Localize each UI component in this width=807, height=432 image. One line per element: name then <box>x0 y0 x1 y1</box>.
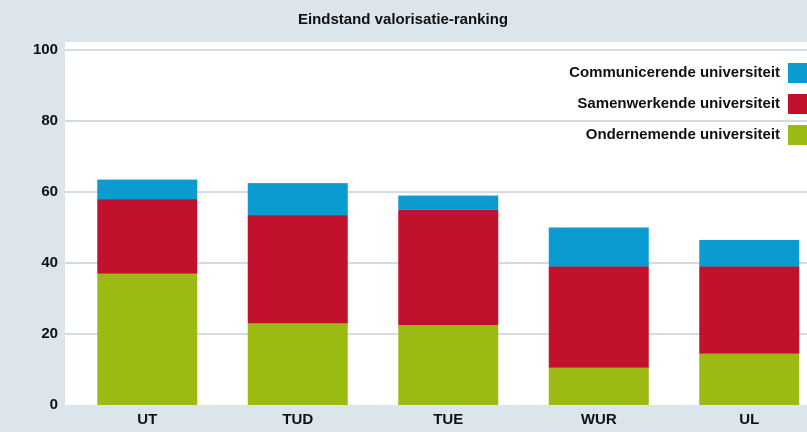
bar-segment <box>398 325 499 405</box>
bar-segment <box>548 227 649 267</box>
x-tick-label: UL <box>739 411 759 428</box>
x-tick-label: TUD <box>282 411 313 428</box>
y-tick-label: 20 <box>41 325 58 342</box>
bar-segment <box>398 195 499 210</box>
legend-label: Communicerende universiteit <box>569 64 780 81</box>
bar-segment <box>699 239 800 267</box>
x-tick-label: TUE <box>433 411 463 428</box>
y-tick-label: 60 <box>41 183 58 200</box>
x-tick-label: WUR <box>581 411 617 428</box>
bar-segment <box>548 367 649 405</box>
bar-segment <box>247 215 348 324</box>
legend-swatch <box>788 94 807 114</box>
bar-segment <box>97 179 198 200</box>
legend-label: Samenwerkende universiteit <box>577 95 780 112</box>
y-tick-label: 100 <box>33 41 58 58</box>
y-tick-label: 0 <box>50 396 58 413</box>
bar-segment <box>247 183 348 216</box>
legend-swatch <box>788 63 807 83</box>
chart-title: Eindstand valorisatie-ranking <box>298 11 508 28</box>
x-tick-label: UT <box>137 411 157 428</box>
bar-segment <box>398 209 499 326</box>
legend-label: Ondernemende universiteit <box>586 126 780 143</box>
y-tick-label: 80 <box>41 112 58 129</box>
bar-segment <box>699 266 800 354</box>
y-tick-label: 40 <box>41 254 58 271</box>
bar-segment <box>97 199 198 274</box>
bar-segment <box>699 353 800 405</box>
bar-segment <box>247 323 348 405</box>
bar-segment <box>548 266 649 368</box>
bar-segment <box>97 273 198 405</box>
legend-swatch <box>788 125 807 145</box>
